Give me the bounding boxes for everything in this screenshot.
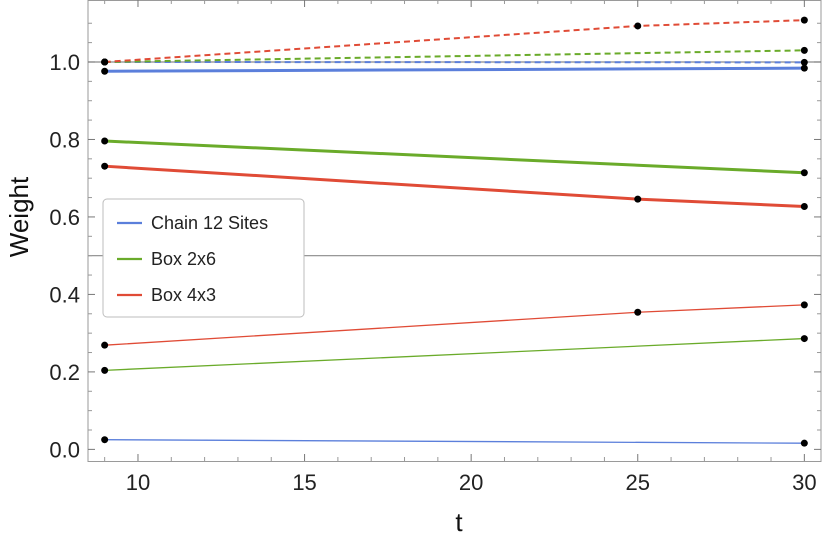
x-tick-label: 30: [792, 470, 816, 495]
y-tick-label: 0.2: [49, 360, 80, 385]
legend-label-box-4x3: Box 4x3: [151, 285, 216, 305]
data-point-box-4x3: [634, 308, 642, 316]
y-tick-label: 0.6: [49, 205, 80, 230]
data-point-box-2x6: [101, 366, 109, 374]
data-point-box-2x6: [101, 137, 109, 145]
series-line-chain-12-sites: [104, 66, 805, 73]
x-tick-label: 10: [126, 470, 150, 495]
y-tick-label: 1.0: [49, 50, 80, 75]
data-point-chain-12-sites: [800, 64, 808, 72]
series-line-box-2x6: [104, 337, 805, 371]
x-tick-label: 25: [626, 470, 650, 495]
data-point-box-4x3: [800, 301, 808, 309]
x-axis-title: t: [455, 507, 463, 537]
axis-ticks: 10 15 20 25 30 0.0 0.2 0.4 0.6 0.8 1.0: [49, 0, 821, 495]
y-tick-label: 0.4: [49, 282, 80, 307]
y-tick-label: 0.0: [49, 437, 80, 462]
data-point-chain-12-sites: [101, 436, 109, 444]
plot-frame: [87, 0, 822, 462]
data-point-box-2x6: [800, 169, 808, 177]
data-point-chain-12-sites: [800, 439, 808, 447]
data-point-box-4x3: [101, 162, 109, 170]
legend: Chain 12 Sites Box 2x6 Box 4x3: [102, 198, 305, 318]
data-point-box-4x3: [101, 58, 109, 66]
data-point-chain-12-sites: [101, 67, 109, 75]
plot-border: [87, 0, 822, 462]
data-point-box-4x3: [800, 202, 808, 210]
data-points: [101, 16, 808, 447]
series-line-chain-12-sites: [104, 439, 805, 444]
data-point-box-4x3: [634, 22, 642, 30]
data-point-box-2x6: [800, 46, 808, 54]
data-point-box-4x3: [101, 341, 109, 349]
series-line-box-4x3: [104, 19, 805, 63]
series-lines: [104, 19, 805, 444]
data-point-box-4x3: [800, 16, 808, 24]
x-tick-label: 20: [459, 470, 483, 495]
legend-box: [102, 198, 305, 318]
y-tick-label: 0.8: [49, 127, 80, 152]
data-point-box-2x6: [800, 335, 808, 343]
data-point-box-4x3: [634, 195, 642, 203]
series-line-box-2x6: [104, 49, 805, 63]
legend-label-chain-12-sites: Chain 12 Sites: [151, 213, 268, 233]
x-tick-label: 15: [292, 470, 316, 495]
data-point-chain-12-sites: [800, 58, 808, 66]
legend-label-box-2x6: Box 2x6: [151, 249, 216, 269]
y-axis-title: Weight: [4, 176, 34, 257]
series-line-box-2x6: [104, 139, 805, 175]
